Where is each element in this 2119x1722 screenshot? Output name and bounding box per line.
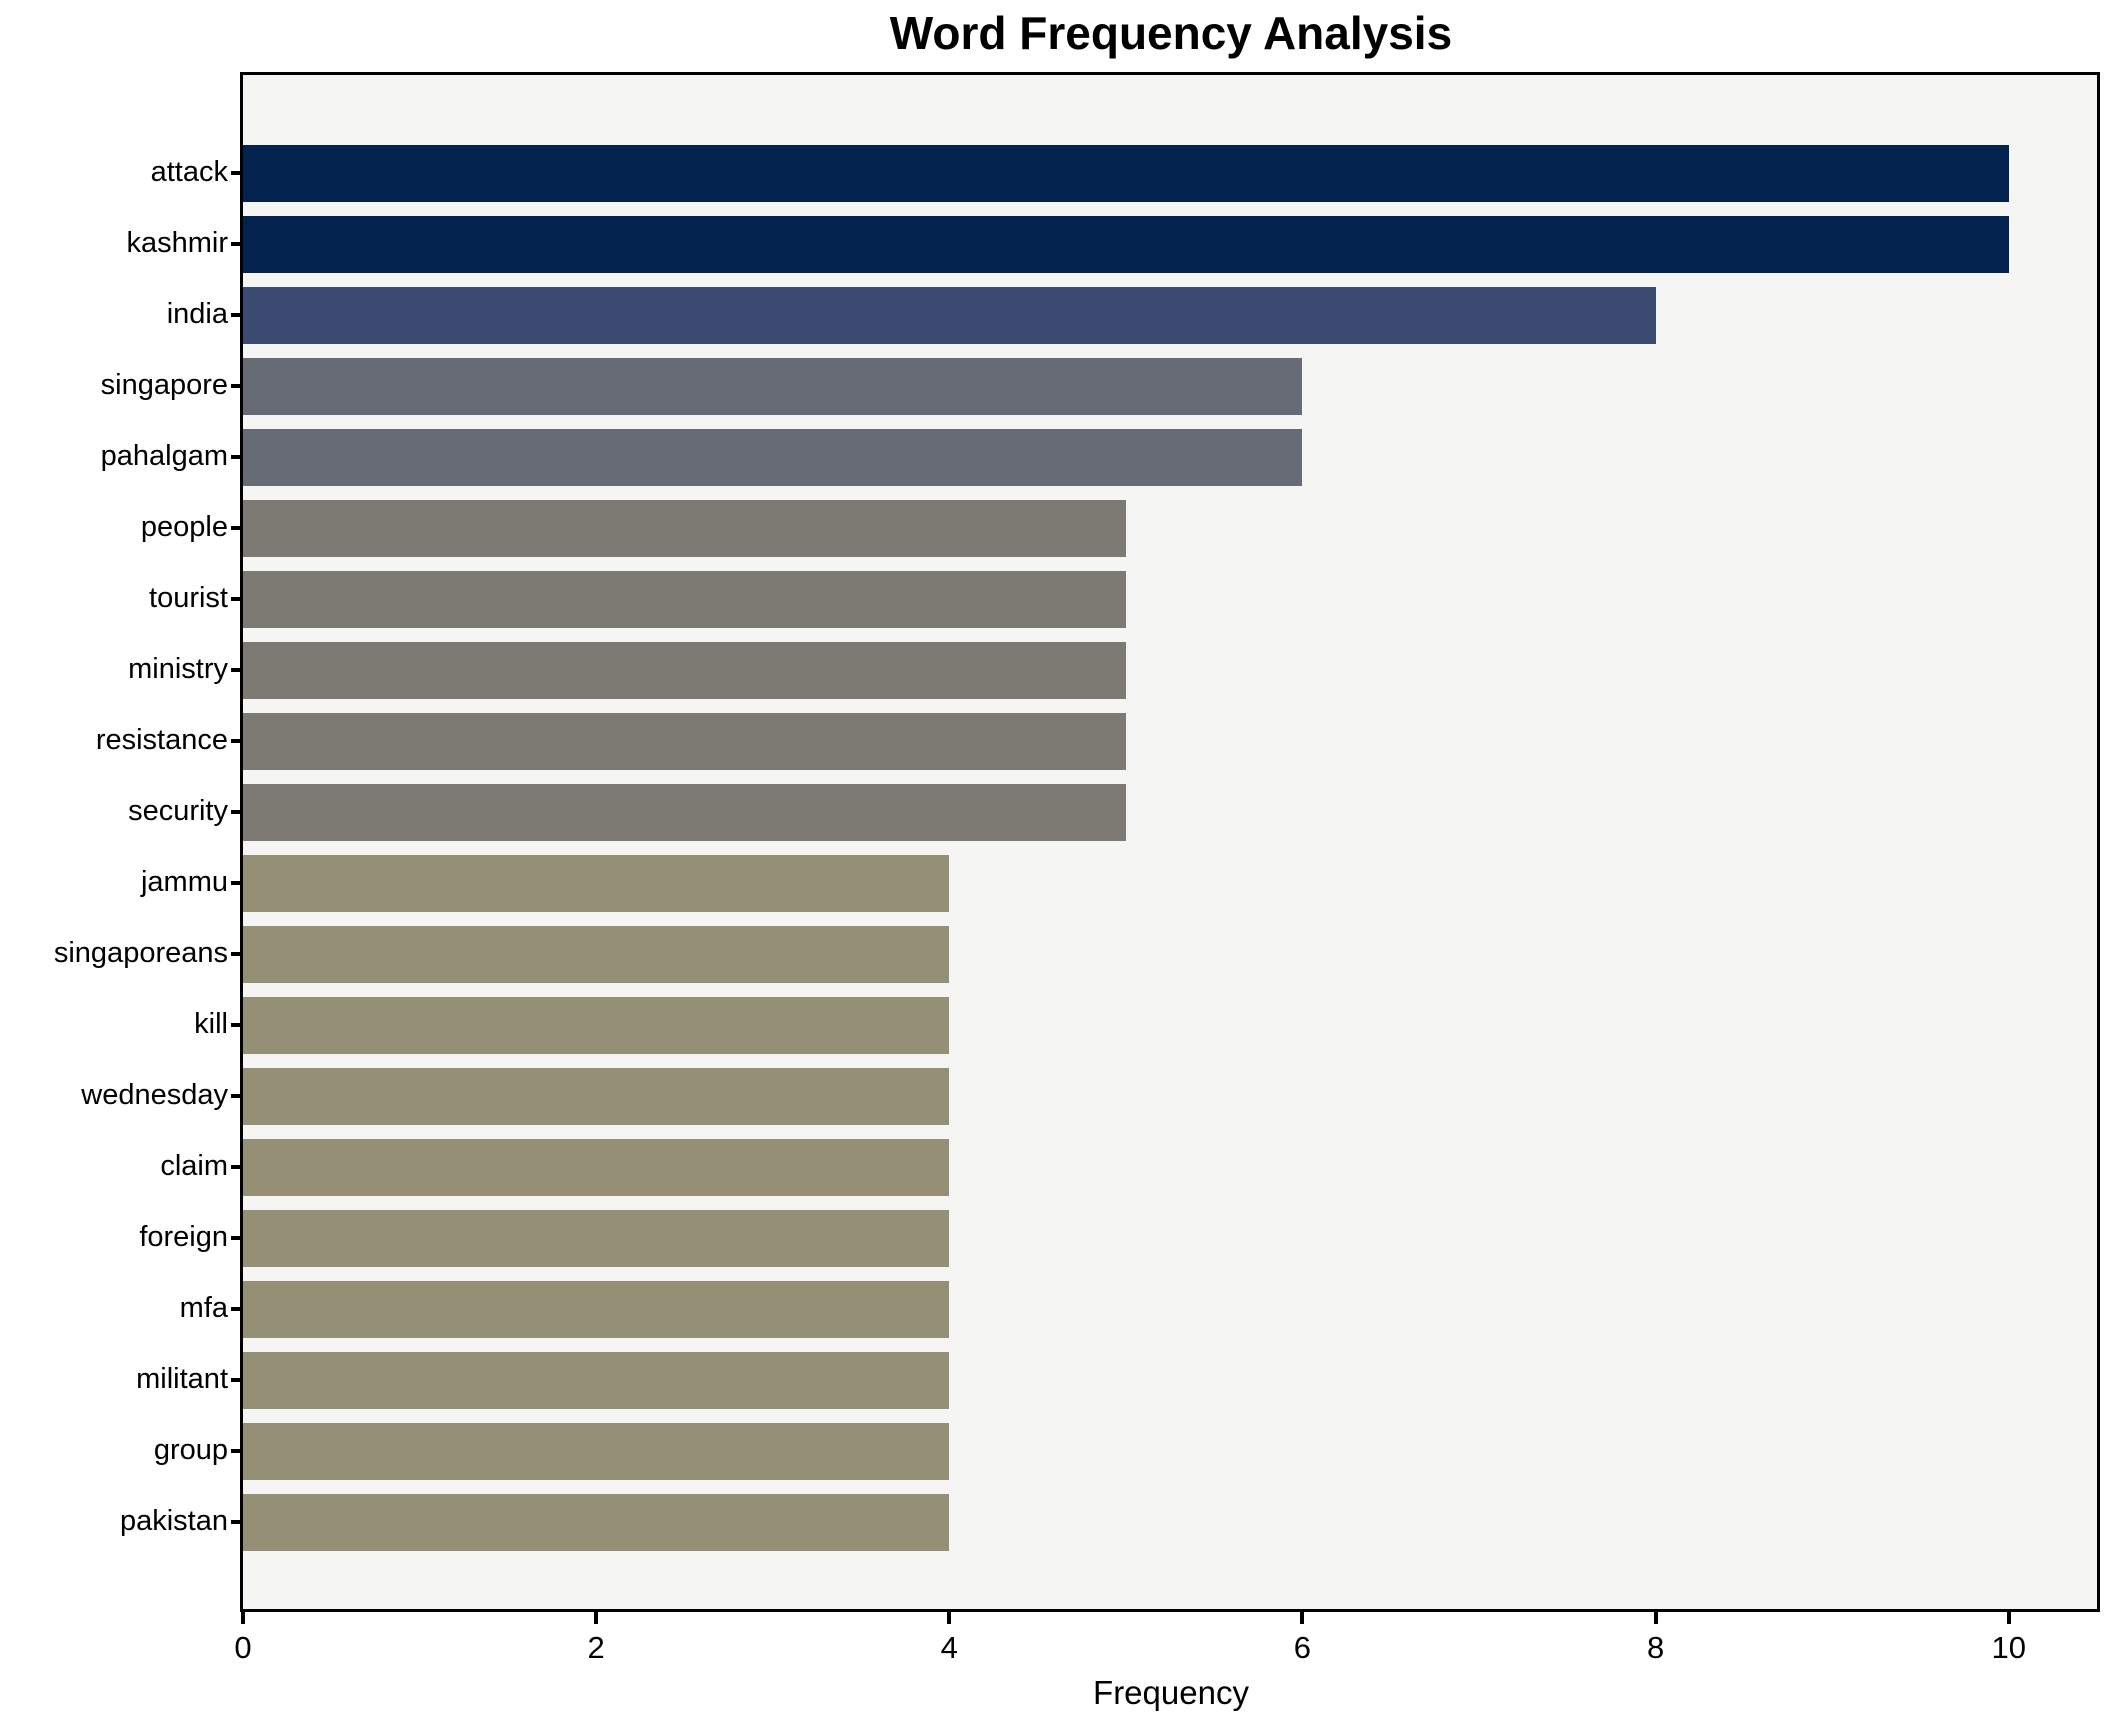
- y-tick-mark: [231, 1449, 240, 1453]
- y-tick-label-attack: attack: [150, 156, 228, 188]
- y-tick-label-claim: claim: [160, 1150, 228, 1182]
- y-tick-mark: [231, 668, 240, 672]
- y-tick-mark: [231, 1094, 240, 1098]
- chart-title: Word Frequency Analysis: [889, 7, 1453, 59]
- y-tick-label-militant: militant: [136, 1363, 228, 1395]
- y-tick-mark: [231, 881, 240, 885]
- y-tick-mark: [231, 1307, 240, 1311]
- y-tick-mark: [231, 1378, 240, 1382]
- y-tick-label-india: india: [166, 298, 228, 330]
- bar-kill: [243, 996, 949, 1054]
- x-tick-label-10: 10: [1991, 1630, 2026, 1665]
- y-tick-mark: [231, 1520, 240, 1524]
- y-tick-label-security: security: [128, 795, 228, 827]
- y-tick-label-group: group: [153, 1434, 228, 1466]
- bar-foreign: [243, 1209, 949, 1267]
- bar-attack: [243, 144, 2009, 202]
- x-tick-label-0: 0: [234, 1630, 252, 1665]
- bar-ministry: [243, 641, 1126, 699]
- y-tick-label-people: people: [140, 511, 228, 543]
- y-tick-mark: [231, 597, 240, 601]
- y-tick-label-singaporeans: singaporeans: [53, 937, 228, 969]
- x-tick-mark: [241, 1612, 245, 1624]
- bar-jammu: [243, 854, 949, 912]
- y-tick-label-ministry: ministry: [128, 653, 228, 685]
- y-tick-mark: [231, 171, 240, 175]
- y-tick-label-kashmir: kashmir: [126, 227, 228, 259]
- y-tick-label-kill: kill: [194, 1008, 228, 1040]
- x-tick-label-2: 2: [587, 1630, 605, 1665]
- y-tick-mark: [231, 384, 240, 388]
- y-tick-label-mfa: mfa: [179, 1292, 228, 1324]
- x-axis-label: Frequency: [1093, 1674, 1249, 1711]
- x-tick-label-8: 8: [1646, 1630, 1665, 1665]
- bar-singaporeans: [243, 925, 949, 983]
- y-tick-label-pahalgam: pahalgam: [100, 440, 228, 472]
- x-tick-mark: [2006, 1612, 2011, 1624]
- bar-tourist: [243, 570, 1126, 628]
- bar-mfa: [243, 1280, 949, 1338]
- x-tick-label-4: 4: [940, 1630, 958, 1665]
- y-tick-mark: [231, 455, 240, 459]
- bar-singapore: [243, 357, 1302, 415]
- bar-pakistan: [243, 1493, 949, 1551]
- y-tick-label-tourist: tourist: [149, 582, 228, 614]
- bar-pahalgam: [243, 428, 1302, 486]
- x-tick-mark: [1300, 1612, 1305, 1624]
- y-tick-mark: [231, 1236, 240, 1240]
- bar-militant: [243, 1351, 949, 1409]
- bar-india: [243, 286, 1656, 344]
- bar-resistance: [243, 712, 1126, 770]
- y-tick-label-jammu: jammu: [140, 866, 228, 898]
- y-tick-mark: [231, 1165, 240, 1169]
- y-tick-mark: [231, 739, 240, 743]
- bar-kashmir: [243, 215, 2009, 273]
- x-tick-mark: [1653, 1612, 1658, 1624]
- y-tick-mark: [231, 242, 240, 246]
- bar-claim: [243, 1138, 949, 1196]
- y-tick-label-foreign: foreign: [139, 1221, 228, 1253]
- y-tick-mark: [231, 526, 240, 530]
- x-tick-mark: [594, 1612, 599, 1624]
- y-tick-mark: [231, 1023, 240, 1027]
- bar-security: [243, 783, 1126, 841]
- y-tick-label-pakistan: pakistan: [119, 1505, 228, 1537]
- x-tick-label-6: 6: [1293, 1630, 1312, 1665]
- bar-wednesday: [243, 1067, 949, 1125]
- y-tick-label-wednesday: wednesday: [81, 1079, 228, 1111]
- x-tick-mark: [947, 1612, 952, 1624]
- y-tick-label-singapore: singapore: [100, 369, 228, 401]
- bar-group: [243, 1422, 949, 1480]
- y-tick-mark: [231, 810, 240, 814]
- y-tick-mark: [231, 313, 240, 317]
- y-tick-label-resistance: resistance: [95, 724, 228, 756]
- bar-people: [243, 499, 1126, 557]
- y-tick-mark: [231, 952, 240, 956]
